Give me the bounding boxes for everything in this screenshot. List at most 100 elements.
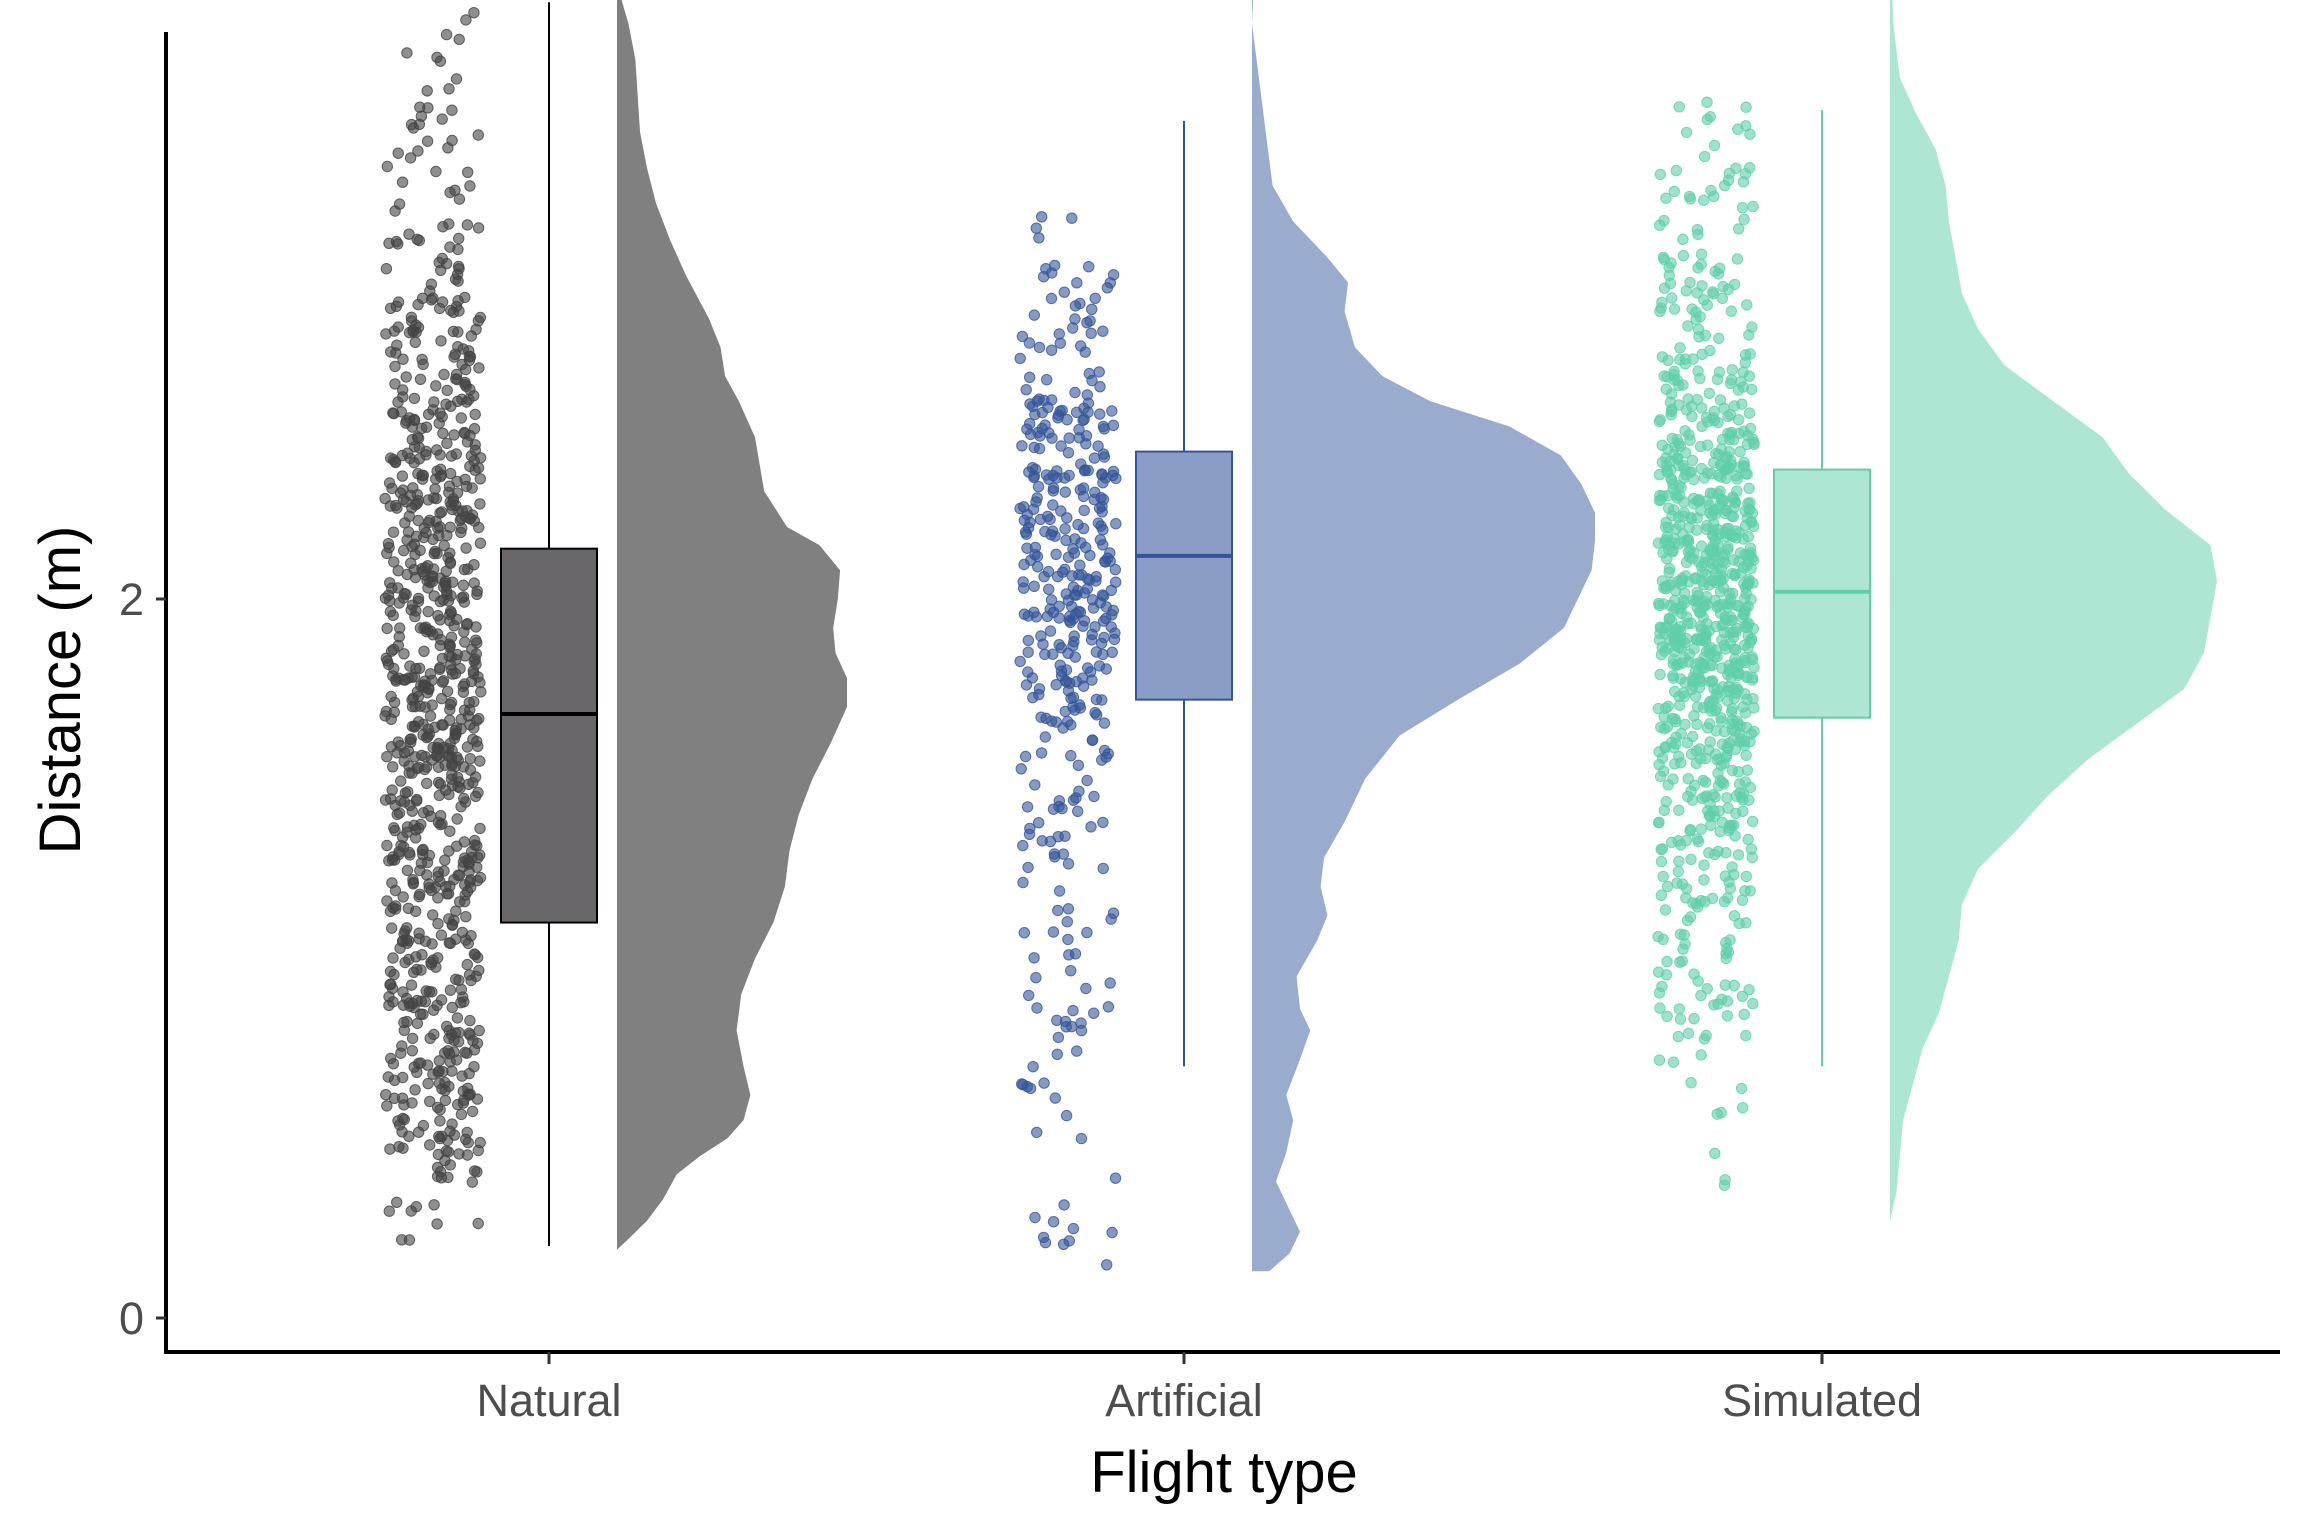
- data-point: [1685, 617, 1697, 629]
- data-point: [1746, 851, 1759, 864]
- data-point: [1090, 575, 1102, 587]
- data-point: [1739, 168, 1752, 180]
- data-point: [1096, 694, 1108, 706]
- data-point: [1680, 126, 1693, 139]
- data-point: [1674, 928, 1687, 940]
- data-point: [1660, 534, 1672, 546]
- data-point: [423, 882, 435, 894]
- data-point: [1067, 640, 1079, 652]
- data-point: [473, 1024, 485, 1037]
- data-point: [406, 599, 419, 611]
- data-point: [1061, 414, 1073, 426]
- x-tick-label: Artificial: [1105, 1375, 1263, 1426]
- data-point: [446, 104, 458, 116]
- data-point: [1705, 675, 1718, 688]
- data-point: [1654, 668, 1666, 681]
- data-point: [463, 350, 476, 362]
- data-point: [421, 85, 433, 97]
- data-point: [1684, 823, 1697, 836]
- data-point: [1657, 251, 1670, 264]
- data-point: [1074, 297, 1086, 310]
- data-point: [411, 431, 424, 443]
- data-point: [1109, 627, 1121, 639]
- data-point: [1741, 671, 1753, 684]
- data-point: [413, 890, 425, 903]
- data-point: [424, 1139, 436, 1151]
- data-point: [1109, 563, 1122, 576]
- data-point: [1718, 757, 1730, 770]
- data-point: [391, 1196, 403, 1209]
- data-point: [1688, 968, 1700, 980]
- data-point: [1050, 548, 1062, 560]
- data-point: [469, 653, 481, 665]
- data-point: [1022, 646, 1034, 658]
- data-point: [1660, 969, 1673, 981]
- x-tick-label: Natural: [476, 1375, 621, 1426]
- data-point: [446, 1065, 458, 1077]
- data-point: [452, 275, 464, 287]
- data-point: [1679, 570, 1692, 582]
- data-point: [442, 888, 455, 900]
- data-point: [1040, 712, 1052, 724]
- data-point: [460, 542, 472, 554]
- data-point: [428, 492, 440, 504]
- data-point: [1722, 601, 1734, 613]
- data-point: [406, 694, 418, 706]
- data-point: [1037, 638, 1049, 650]
- data-point: [422, 408, 435, 421]
- data-point: [1739, 592, 1751, 604]
- data-point: [387, 952, 399, 964]
- data-point: [468, 1165, 481, 1177]
- data-point: [408, 457, 420, 469]
- data-point: [1072, 518, 1084, 531]
- data-point: [1666, 388, 1678, 400]
- data-point: [1674, 1013, 1687, 1025]
- data-point: [1731, 473, 1743, 485]
- data-point: [1704, 506, 1716, 519]
- data-point: [1673, 750, 1685, 763]
- data-point: [1675, 673, 1687, 685]
- data-point: [1673, 101, 1686, 113]
- box-iqr: [1135, 450, 1233, 701]
- data-point: [402, 526, 415, 538]
- data-point: [432, 918, 444, 930]
- data-point: [1710, 725, 1722, 737]
- data-point: [389, 205, 401, 217]
- data-point: [416, 563, 428, 575]
- data-point: [1053, 600, 1065, 612]
- data-point: [386, 482, 398, 495]
- data-point: [1096, 469, 1108, 481]
- data-point: [1061, 715, 1074, 728]
- data-point: [450, 499, 462, 511]
- data-point: [432, 892, 444, 904]
- data-point: [1033, 341, 1046, 354]
- data-point: [1060, 1021, 1072, 1033]
- data-point: [388, 662, 400, 675]
- data-point: [387, 609, 399, 622]
- data-point: [473, 964, 485, 977]
- data-point: [474, 1136, 486, 1149]
- data-point: [1049, 1092, 1062, 1104]
- data-point: [1661, 552, 1673, 565]
- data-point: [1042, 510, 1054, 523]
- data-point: [388, 1092, 401, 1105]
- data-point: [397, 986, 409, 998]
- data-point: [1698, 651, 1711, 663]
- data-point: [1030, 496, 1042, 508]
- data-point: [1106, 646, 1118, 658]
- data-point: [1705, 184, 1717, 197]
- data-point: [1050, 679, 1062, 691]
- data-point: [1021, 423, 1033, 435]
- data-point: [459, 895, 471, 908]
- data-point: [1044, 625, 1057, 637]
- data-point: [427, 909, 439, 921]
- data-point: [1728, 643, 1741, 655]
- data-point: [1673, 1003, 1686, 1015]
- data-point: [1679, 938, 1691, 950]
- data-point: [1704, 111, 1717, 123]
- data-point: [1022, 989, 1035, 1002]
- data-point: [1022, 634, 1035, 647]
- data-point: [401, 864, 414, 877]
- data-point: [1737, 1102, 1749, 1114]
- data-point: [1734, 787, 1746, 799]
